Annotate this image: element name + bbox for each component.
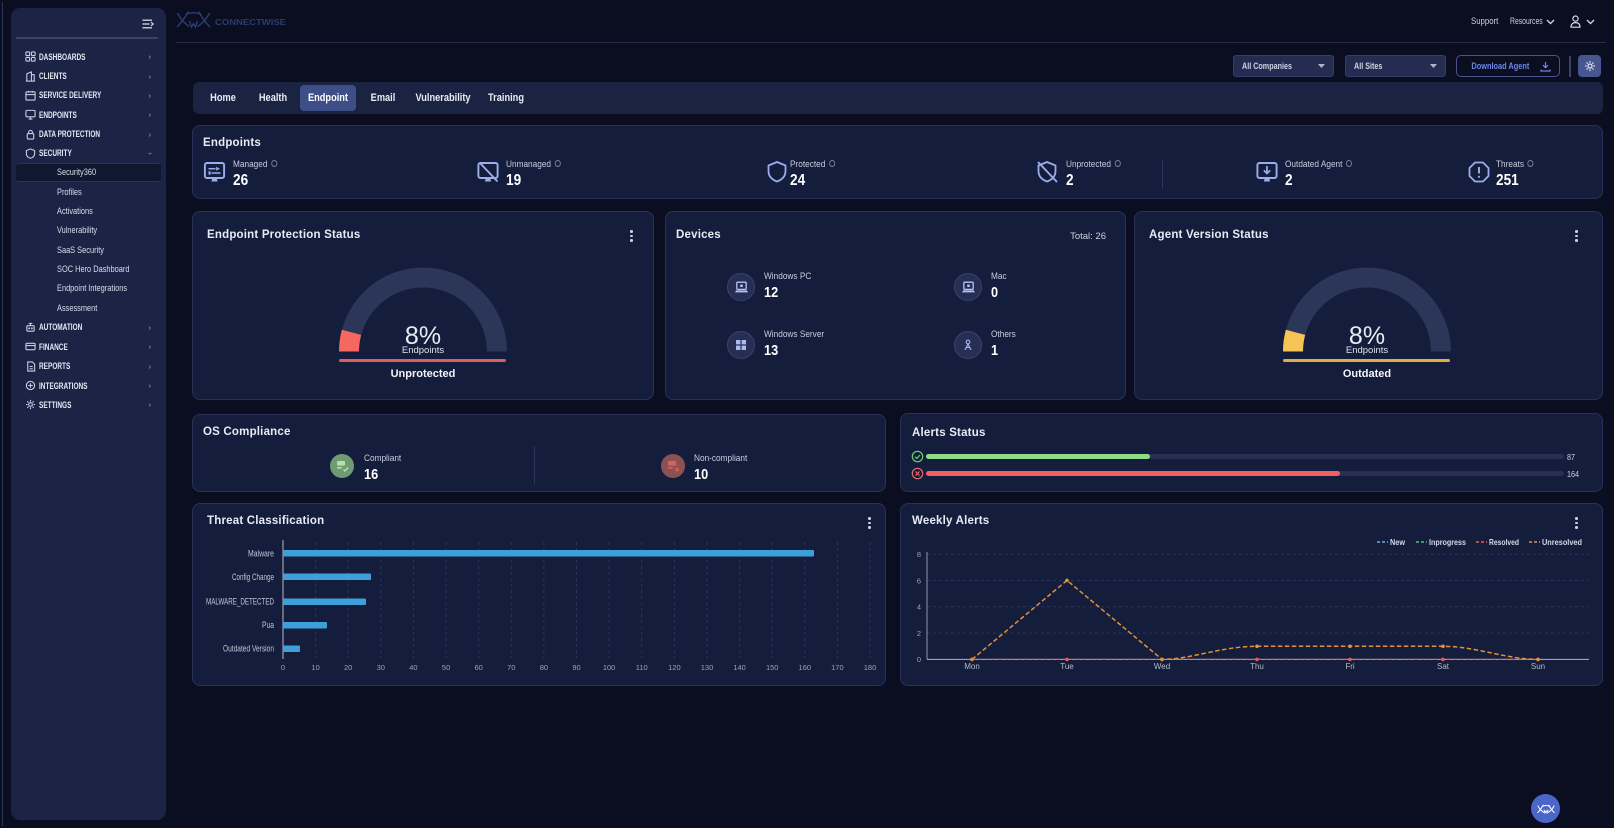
svg-text:Thu: Thu bbox=[1250, 662, 1264, 671]
svg-text:150: 150 bbox=[766, 663, 779, 672]
svg-text:Config Change: Config Change bbox=[232, 572, 274, 582]
svg-text:8: 8 bbox=[917, 550, 921, 559]
svg-text:140: 140 bbox=[733, 663, 746, 672]
svg-text:60: 60 bbox=[475, 663, 483, 672]
svg-text:CONNECTWISE: CONNECTWISE bbox=[215, 17, 286, 27]
svg-text:2: 2 bbox=[917, 629, 921, 638]
svg-text:40: 40 bbox=[409, 663, 417, 672]
svg-text:170: 170 bbox=[831, 663, 844, 672]
svg-text:MALWARE_DETECTED: MALWARE_DETECTED bbox=[206, 597, 274, 607]
svg-text:30: 30 bbox=[377, 663, 385, 672]
svg-text:Mon: Mon bbox=[964, 662, 980, 671]
svg-text:Inprogress: Inprogress bbox=[1429, 537, 1466, 547]
svg-text:New: New bbox=[1390, 537, 1405, 547]
svg-text:100: 100 bbox=[603, 663, 616, 672]
svg-text:120: 120 bbox=[668, 663, 681, 672]
svg-text:Outdated Version: Outdated Version bbox=[223, 644, 274, 654]
svg-text:110: 110 bbox=[636, 663, 648, 672]
svg-text:80: 80 bbox=[540, 663, 548, 672]
svg-text:4: 4 bbox=[917, 603, 921, 612]
svg-text:70: 70 bbox=[507, 663, 515, 672]
svg-text:0: 0 bbox=[917, 655, 921, 664]
svg-text:Sat: Sat bbox=[1437, 662, 1450, 671]
svg-text:Pua: Pua bbox=[262, 620, 274, 630]
svg-text:Fri: Fri bbox=[1345, 662, 1355, 671]
svg-text:20: 20 bbox=[344, 663, 352, 672]
svg-text:50: 50 bbox=[442, 663, 450, 672]
svg-text:10: 10 bbox=[311, 663, 319, 672]
svg-text:Malware: Malware bbox=[248, 549, 274, 559]
svg-text:Wed: Wed bbox=[1154, 662, 1170, 671]
svg-text:0: 0 bbox=[281, 663, 285, 672]
svg-text:6: 6 bbox=[917, 576, 921, 585]
svg-text:180: 180 bbox=[864, 663, 877, 672]
svg-text:Unresolved: Unresolved bbox=[1542, 537, 1582, 547]
svg-text:Sun: Sun bbox=[1531, 662, 1545, 671]
svg-text:130: 130 bbox=[701, 663, 714, 672]
svg-text:160: 160 bbox=[799, 663, 812, 672]
svg-text:90: 90 bbox=[572, 663, 580, 672]
svg-text:Resolved: Resolved bbox=[1489, 537, 1519, 547]
svg-text:Tue: Tue bbox=[1060, 662, 1074, 671]
